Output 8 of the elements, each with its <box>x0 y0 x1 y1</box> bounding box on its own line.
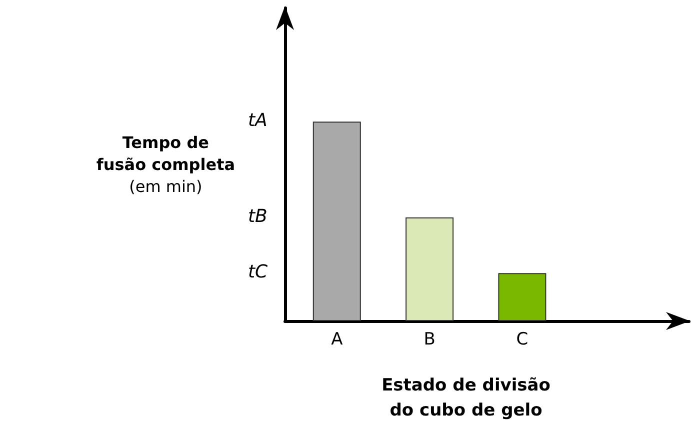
x-axis-title: Estado de divisão do cubo de gelo <box>382 376 550 420</box>
y-axis-title: Tempo de fusão completa (em min) <box>96 133 236 196</box>
text: tA <box>248 110 268 132</box>
x-tick-label: C <box>516 330 528 350</box>
text: tB <box>248 206 268 227</box>
text: tC <box>248 262 268 283</box>
x-tick-label: B <box>424 330 436 350</box>
x-tick-label: A <box>331 330 344 350</box>
